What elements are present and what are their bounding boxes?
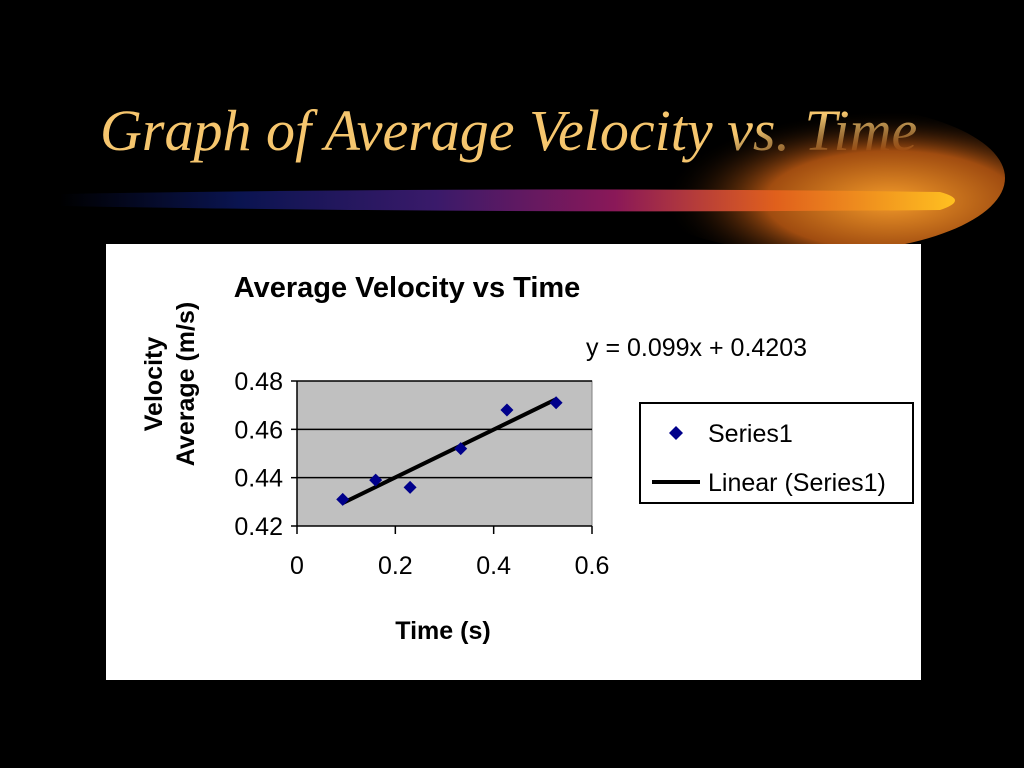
y-axis-title: Velocity Average (m/s) — [140, 302, 200, 466]
y-tick-label: 0.44 — [234, 465, 283, 493]
x-tick-label: 0.4 — [476, 552, 511, 580]
y-axis-title-line1: Velocity — [140, 337, 168, 432]
chart-marks — [336, 396, 563, 506]
decorative-swoosh — [60, 103, 1005, 253]
data-point — [500, 403, 514, 417]
x-tick-label: 0.6 — [575, 552, 610, 580]
gridlines — [297, 380, 592, 479]
data-point — [549, 396, 563, 410]
legend: Series1 Linear (Series1) — [639, 402, 914, 504]
data-point — [403, 480, 417, 494]
x-axis-ticks: 0 0.2 0.4 0.6 — [290, 526, 609, 580]
legend-label-series1: Series1 — [708, 420, 793, 448]
y-tick-label: 0.42 — [234, 513, 283, 541]
y-axis-title-line2: Average (m/s) — [172, 302, 200, 466]
y-axis-ticks: 0.42 0.44 0.46 0.48 — [234, 368, 297, 541]
legend-marker-series1 — [669, 426, 683, 440]
y-tick-label: 0.46 — [234, 416, 283, 444]
swoosh-glow — [625, 103, 1005, 253]
y-tick-label: 0.48 — [234, 368, 283, 396]
legend-box — [639, 402, 914, 504]
x-tick-label: 0 — [290, 552, 304, 580]
velocity-time-chart: Average Velocity vs Time y = 0.099x + 0.… — [140, 272, 914, 645]
trendline — [341, 397, 557, 505]
data-point — [454, 442, 468, 456]
data-point — [369, 473, 383, 487]
trendline-equation: y = 0.099x + 0.4203 — [586, 334, 807, 362]
swoosh-band — [60, 189, 955, 212]
legend-label-trendline: Linear (Series1) — [708, 469, 886, 497]
data-point — [336, 492, 350, 506]
x-axis-title: Time (s) — [395, 617, 490, 645]
chart-title: Average Velocity vs Time — [234, 272, 581, 304]
x-tick-label: 0.2 — [378, 552, 413, 580]
